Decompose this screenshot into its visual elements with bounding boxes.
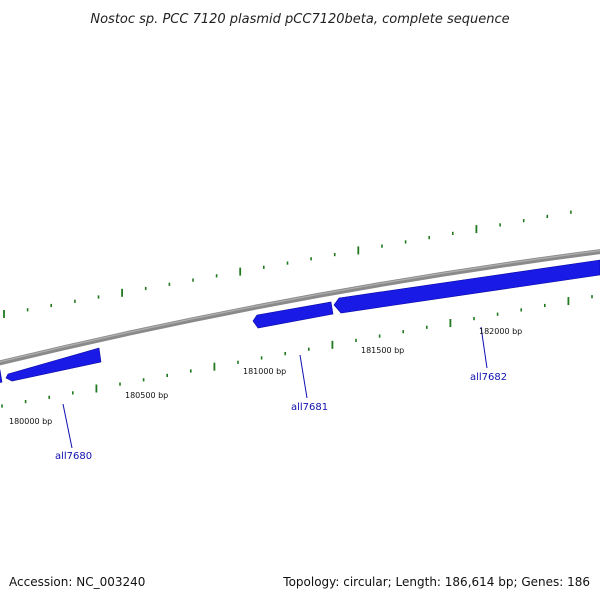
genome-summary-text: Topology: circular; Length: 186,614 bp; …	[282, 575, 590, 589]
plasmid-backbone	[0, 249, 600, 366]
gene-label-all7682[interactable]: all7682	[470, 372, 507, 383]
gene-features	[0, 259, 600, 383]
gene-label-all7680[interactable]: all7680	[55, 451, 92, 462]
gene-labels: all7680 all7681 all7682	[55, 372, 507, 462]
position-label: 181000 bp	[243, 367, 286, 376]
plasmid-backbone-highlight	[0, 250, 600, 363]
leader-all7681	[299, 354, 308, 399]
accession-text: Accession: NC_003240	[9, 575, 145, 589]
gene-label-all7681[interactable]: all7681	[291, 402, 328, 413]
position-label: 180000 bp	[9, 417, 52, 426]
position-label: 181500 bp	[361, 346, 404, 355]
gene-arrow-all7681[interactable]	[252, 301, 334, 329]
leader-all7682	[480, 326, 488, 369]
position-label: 180500 bp	[125, 391, 168, 400]
gene-leader-lines	[62, 326, 488, 449]
inner-tick-marks	[1, 295, 593, 408]
outer-tick-marks	[3, 210, 572, 318]
position-labels: 180000 bp 180500 bp 181000 bp 181500 bp …	[9, 327, 522, 426]
gene-arrow-all7682[interactable]	[333, 259, 600, 314]
gene-arrow-all7680[interactable]	[5, 347, 102, 382]
gene-arrow-partial	[0, 369, 3, 383]
position-label: 182000 bp	[479, 327, 522, 336]
map-title: Nostoc sp. PCC 7120 plasmid pCC7120beta,…	[90, 12, 509, 27]
leader-all7680	[62, 403, 73, 449]
